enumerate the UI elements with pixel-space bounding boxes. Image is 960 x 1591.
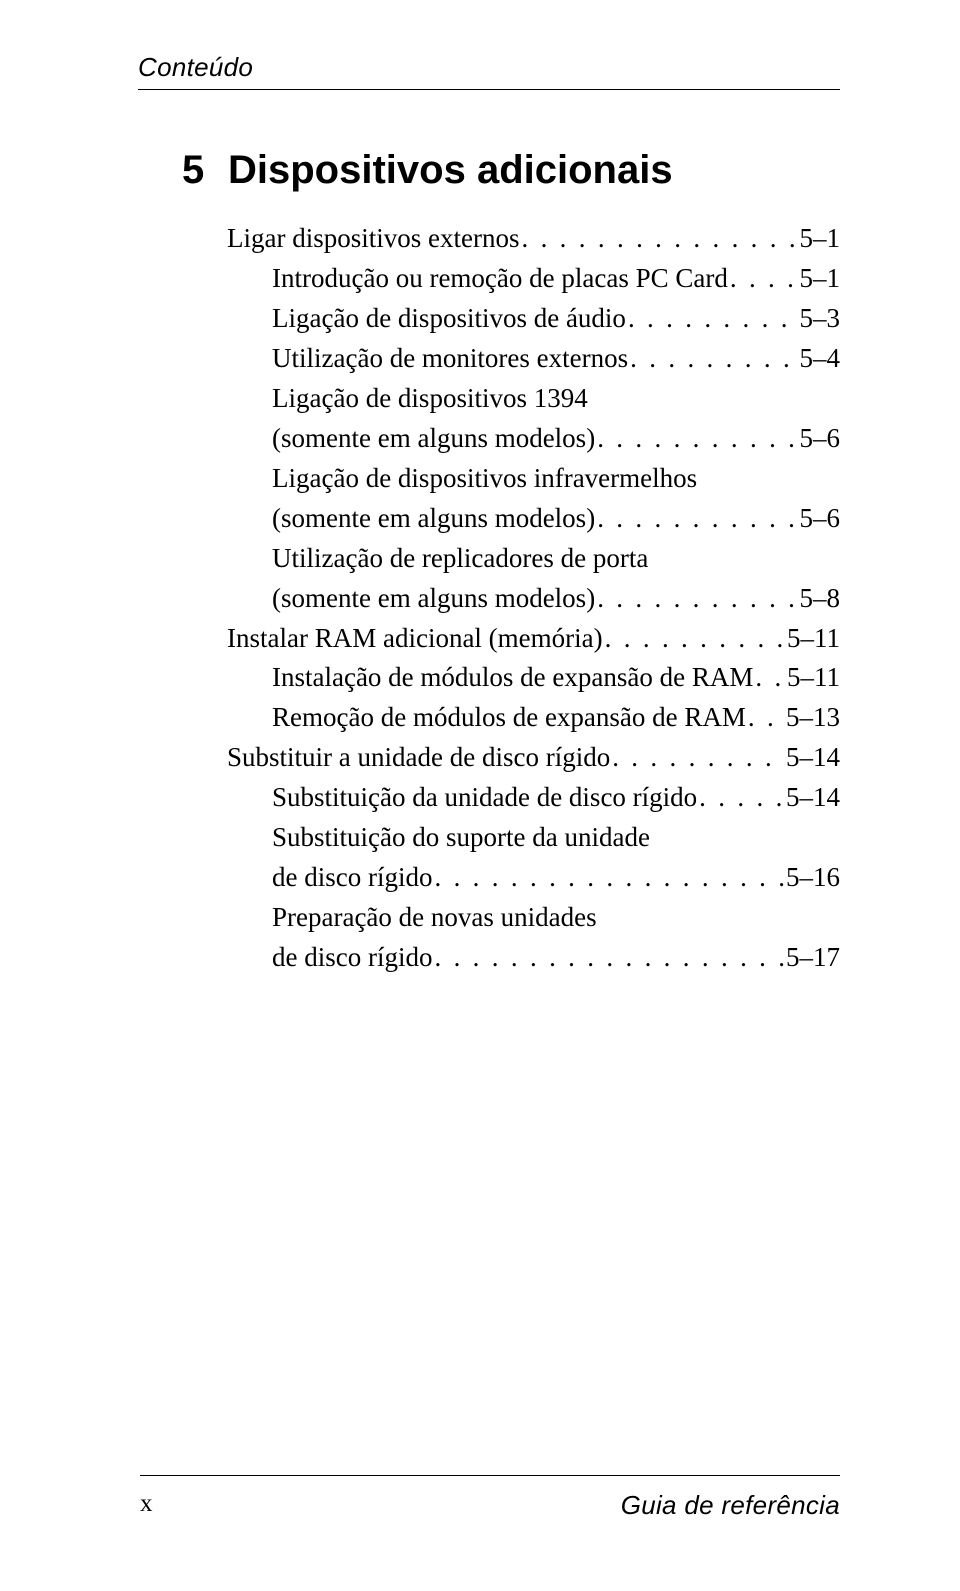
toc-entry: Instalação de módulos de expansão de RAM… xyxy=(182,658,840,698)
toc-entry-label: Ligação de dispositivos de áudio xyxy=(272,299,626,339)
toc-entry-page: 5–3 xyxy=(800,299,841,339)
toc-entry-label: (somente em alguns modelos) xyxy=(272,419,595,459)
toc-entry-label: de disco rígido xyxy=(272,938,432,978)
toc-dot-leader: . . . . . . . . . . . . . . . . . . . . … xyxy=(697,778,786,818)
toc-entry: Preparação de novas unidades xyxy=(182,898,840,938)
toc-entry-page: 5–8 xyxy=(800,579,841,619)
toc-dot-leader: . . . . . . . . . . . . . . . . . . . . … xyxy=(753,658,787,698)
toc-entry: (somente em alguns modelos) . . . . . . … xyxy=(182,579,840,619)
header-section-title: Conteúdo xyxy=(138,52,840,90)
toc-entry-page: 5–13 xyxy=(786,698,840,738)
toc-dot-leader: . . . . . . . . . . . . . . . . . . . . … xyxy=(603,619,787,659)
toc-entry: de disco rígido . . . . . . . . . . . . … xyxy=(182,858,840,898)
toc-entry-page: 5–11 xyxy=(787,619,840,659)
toc-dot-leader: . . . . . . . . . . . . . . . . . . . . … xyxy=(595,419,799,459)
toc-dot-leader: . . . . . . . . . . . . . . . . . . . . … xyxy=(628,339,799,379)
toc-dot-leader: . . . . . . . . . . . . . . . . . . . . … xyxy=(595,499,799,539)
toc-dot-leader: . . . . . . . . . . . . . . . . . . . . … xyxy=(519,219,799,259)
toc-entry: de disco rígido . . . . . . . . . . . . … xyxy=(182,938,840,978)
content-area: 5Dispositivos adicionais Ligar dispositi… xyxy=(138,148,840,978)
toc-entry-page: 5–14 xyxy=(786,778,840,818)
chapter-number: 5 xyxy=(182,148,228,193)
toc-entry: Remoção de módulos de expansão de RAM . … xyxy=(182,698,840,738)
toc-entry-label: Remoção de módulos de expansão de RAM xyxy=(272,698,746,738)
page-footer: x Guia de referência xyxy=(140,1475,840,1521)
footer-page-number: x xyxy=(140,1490,153,1521)
toc-entry-page: 5–14 xyxy=(786,738,840,778)
toc-entry-label: (somente em alguns modelos) xyxy=(272,499,595,539)
toc-entry-label: (somente em alguns modelos) xyxy=(272,579,595,619)
toc-dot-leader: . . . . . . . . . . . . . . . . . . . . … xyxy=(432,938,786,978)
toc-entry-page: 5–17 xyxy=(786,938,840,978)
toc-entry-label: Substituição da unidade de disco rígido xyxy=(272,778,697,818)
toc-entry-label: Substituição do suporte da unidade xyxy=(272,818,650,858)
toc-entry-label: Utilização de replicadores de porta xyxy=(272,539,648,579)
toc-entry-label: Introdução ou remoção de placas PC Card xyxy=(272,259,728,299)
toc-entry-label: Ligação de dispositivos infravermelhos xyxy=(272,459,697,499)
toc-entry: Ligação de dispositivos infravermelhos xyxy=(182,459,840,499)
toc-entry-label: Utilização de monitores externos xyxy=(272,339,628,379)
toc-entry: Substituição do suporte da unidade xyxy=(182,818,840,858)
toc-entry: Substituição da unidade de disco rígido … xyxy=(182,778,840,818)
toc-entry: (somente em alguns modelos) . . . . . . … xyxy=(182,419,840,459)
toc-entry: Utilização de monitores externos . . . .… xyxy=(182,339,840,379)
table-of-contents: Ligar dispositivos externos . . . . . . … xyxy=(182,219,840,978)
toc-entry: Introdução ou remoção de placas PC Card … xyxy=(182,259,840,299)
toc-entry-page: 5–11 xyxy=(787,658,840,698)
toc-entry: Ligação de dispositivos 1394 xyxy=(182,379,840,419)
toc-entry-label: Substituir a unidade de disco rígido xyxy=(227,738,610,778)
chapter-title-text: Dispositivos adicionais xyxy=(228,148,673,192)
toc-entry-label: Instalação de módulos de expansão de RAM xyxy=(272,658,753,698)
toc-entry-label: Instalar RAM adicional (memória) xyxy=(227,619,603,659)
toc-entry-label: de disco rígido xyxy=(272,858,432,898)
toc-entry: Ligar dispositivos externos . . . . . . … xyxy=(182,219,840,259)
toc-dot-leader: . . . . . . . . . . . . . . . . . . . . … xyxy=(626,299,800,339)
toc-entry-page: 5–4 xyxy=(800,339,841,379)
toc-entry: Substituir a unidade de disco rígido . .… xyxy=(182,738,840,778)
toc-entry-page: 5–6 xyxy=(800,419,841,459)
chapter-heading: 5Dispositivos adicionais xyxy=(182,148,840,193)
toc-entry: Instalar RAM adicional (memória) . . . .… xyxy=(182,619,840,659)
toc-entry: Utilização de replicadores de porta xyxy=(182,539,840,579)
footer-doc-title: Guia de referência xyxy=(621,1490,840,1521)
toc-entry-label: Preparação de novas unidades xyxy=(272,898,597,938)
toc-dot-leader: . . . . . . . . . . . . . . . . . . . . … xyxy=(432,858,786,898)
toc-entry-label: Ligação de dispositivos 1394 xyxy=(272,379,588,419)
toc-entry-page: 5–6 xyxy=(800,499,841,539)
toc-entry: (somente em alguns modelos) . . . . . . … xyxy=(182,499,840,539)
toc-dot-leader: . . . . . . . . . . . . . . . . . . . . … xyxy=(728,259,800,299)
page: Conteúdo 5Dispositivos adicionais Ligar … xyxy=(0,0,960,1591)
toc-entry-label: Ligar dispositivos externos xyxy=(227,219,519,259)
toc-dot-leader: . . . . . . . . . . . . . . . . . . . . … xyxy=(746,698,786,738)
toc-dot-leader: . . . . . . . . . . . . . . . . . . . . … xyxy=(595,579,799,619)
toc-entry: Ligação de dispositivos de áudio . . . .… xyxy=(182,299,840,339)
toc-dot-leader: . . . . . . . . . . . . . . . . . . . . … xyxy=(610,738,786,778)
toc-entry-page: 5–16 xyxy=(786,858,840,898)
toc-entry-page: 5–1 xyxy=(800,219,841,259)
toc-entry-page: 5–1 xyxy=(800,259,841,299)
